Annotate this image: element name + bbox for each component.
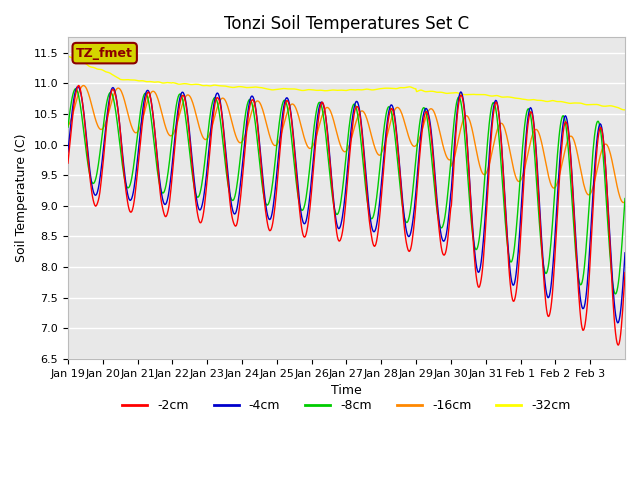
-2cm xyxy=(436,233,444,239)
-8cm xyxy=(281,97,289,103)
-8cm xyxy=(404,216,412,222)
-4cm xyxy=(74,84,82,90)
X-axis label: Time: Time xyxy=(331,384,362,397)
-2cm xyxy=(64,160,72,166)
Line: -16cm: -16cm xyxy=(68,85,625,203)
-2cm xyxy=(130,199,138,205)
-8cm xyxy=(130,160,138,166)
-16cm xyxy=(79,83,87,88)
-4cm xyxy=(404,234,412,240)
-2cm xyxy=(281,102,289,108)
-16cm xyxy=(621,199,629,204)
Title: Tonzi Soil Temperatures Set C: Tonzi Soil Temperatures Set C xyxy=(224,15,469,33)
Text: TZ_fmet: TZ_fmet xyxy=(76,47,133,60)
-32cm xyxy=(232,84,239,90)
-4cm xyxy=(64,149,72,155)
-4cm xyxy=(436,224,444,229)
-8cm xyxy=(64,124,72,130)
-8cm xyxy=(621,196,629,202)
Line: -2cm: -2cm xyxy=(68,85,625,345)
-32cm xyxy=(435,89,443,95)
-8cm xyxy=(612,291,620,297)
-8cm xyxy=(436,223,444,228)
-4cm xyxy=(614,320,621,326)
-4cm xyxy=(130,185,138,191)
-8cm xyxy=(232,186,240,192)
Y-axis label: Soil Temperature (C): Soil Temperature (C) xyxy=(15,134,28,263)
-2cm xyxy=(614,342,622,348)
-32cm xyxy=(129,77,137,83)
-2cm xyxy=(621,270,629,276)
-8cm xyxy=(260,194,268,200)
-16cm xyxy=(436,129,444,135)
-2cm xyxy=(260,195,268,201)
-16cm xyxy=(404,133,412,139)
-32cm xyxy=(621,107,629,113)
-8cm xyxy=(72,86,80,92)
-32cm xyxy=(280,86,288,92)
-4cm xyxy=(232,208,240,214)
-16cm xyxy=(130,129,138,134)
-2cm xyxy=(232,222,240,228)
-2cm xyxy=(75,83,83,88)
Legend: -2cm, -4cm, -8cm, -16cm, -32cm: -2cm, -4cm, -8cm, -16cm, -32cm xyxy=(117,394,575,417)
-16cm xyxy=(232,135,240,141)
-16cm xyxy=(281,117,289,123)
-16cm xyxy=(260,111,268,117)
-16cm xyxy=(64,123,72,129)
-32cm xyxy=(64,53,72,59)
-16cm xyxy=(620,200,627,205)
Line: -4cm: -4cm xyxy=(68,87,625,323)
-32cm xyxy=(404,84,412,90)
-2cm xyxy=(404,248,412,254)
-4cm xyxy=(281,98,289,104)
Line: -8cm: -8cm xyxy=(68,89,625,294)
-32cm xyxy=(259,85,267,91)
Line: -32cm: -32cm xyxy=(68,56,625,110)
-4cm xyxy=(260,187,268,193)
-4cm xyxy=(621,250,629,256)
